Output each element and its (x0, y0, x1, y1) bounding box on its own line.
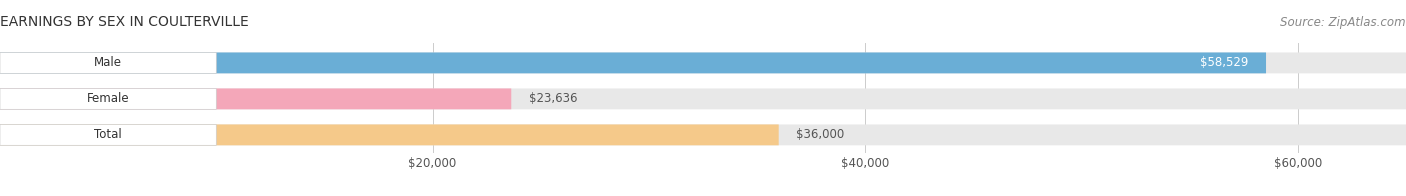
FancyBboxPatch shape (0, 88, 1406, 109)
Text: $36,000: $36,000 (796, 128, 844, 141)
FancyBboxPatch shape (0, 124, 217, 145)
Text: $58,529: $58,529 (1201, 56, 1249, 69)
Text: EARNINGS BY SEX IN COULTERVILLE: EARNINGS BY SEX IN COULTERVILLE (0, 15, 249, 29)
Text: Female: Female (87, 92, 129, 105)
Text: Total: Total (94, 128, 122, 141)
FancyBboxPatch shape (0, 124, 1406, 145)
FancyBboxPatch shape (0, 88, 217, 109)
FancyBboxPatch shape (0, 124, 779, 145)
FancyBboxPatch shape (0, 53, 1406, 73)
Text: Source: ZipAtlas.com: Source: ZipAtlas.com (1281, 16, 1406, 29)
FancyBboxPatch shape (0, 88, 512, 109)
Text: Male: Male (94, 56, 122, 69)
Text: $23,636: $23,636 (529, 92, 576, 105)
FancyBboxPatch shape (0, 53, 1265, 73)
FancyBboxPatch shape (0, 53, 217, 73)
